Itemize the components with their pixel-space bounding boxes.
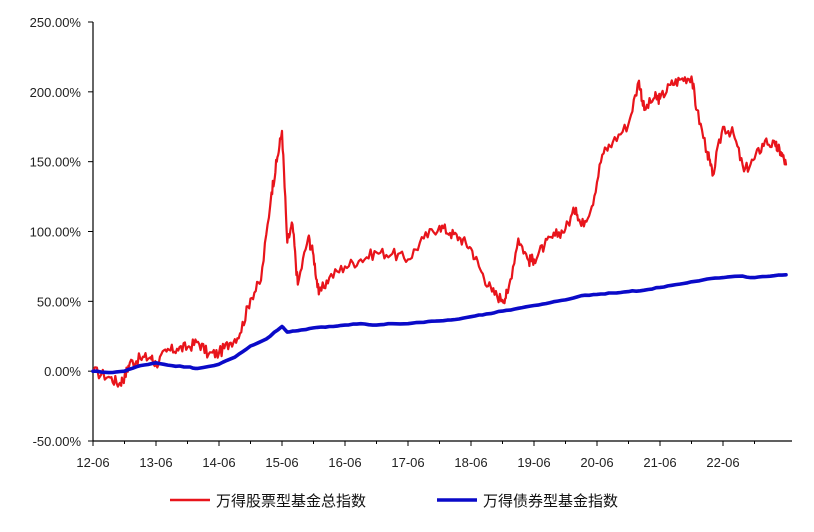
x-tick-label: 12-06 xyxy=(76,455,109,470)
x-tick-label: 22-06 xyxy=(706,455,739,470)
x-tick-label: 15-06 xyxy=(265,455,298,470)
legend-label-bond-fund-index: 万得债券型基金指数 xyxy=(483,492,618,510)
series-line-bond-fund-index xyxy=(91,273,788,375)
legend-label-stock-fund-index: 万得股票型基金总指数 xyxy=(216,492,366,510)
x-tick-label: 13-06 xyxy=(139,455,172,470)
x-tick-label: 17-06 xyxy=(391,455,424,470)
x-tick-label: 18-06 xyxy=(454,455,487,470)
y-tick-label: 50.00% xyxy=(37,294,82,309)
y-tick-label: 100.00% xyxy=(30,225,82,240)
y-tick-label: 200.00% xyxy=(30,85,82,100)
y-tick-label: 250.00% xyxy=(30,15,82,30)
x-tick-label: 20-06 xyxy=(580,455,613,470)
y-tick-label: 0.00% xyxy=(44,364,81,379)
y-tick-label: -50.00% xyxy=(33,434,82,449)
x-tick-label: 16-06 xyxy=(328,455,361,470)
x-tick-label: 14-06 xyxy=(202,455,235,470)
y-tick-label: 150.00% xyxy=(30,155,82,170)
x-tick-label: 19-06 xyxy=(517,455,550,470)
x-tick-label: 21-06 xyxy=(643,455,676,470)
series-line-stock-fund-index xyxy=(91,75,788,388)
